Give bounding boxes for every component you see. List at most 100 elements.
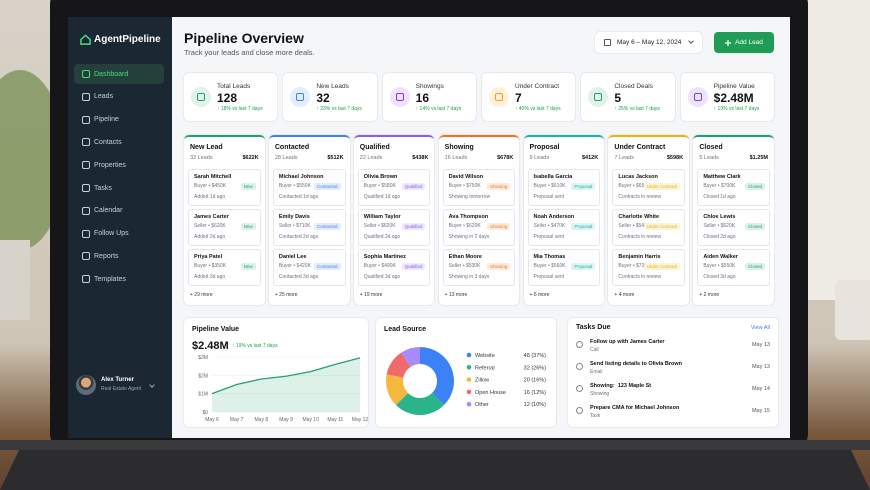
stat-change: ↑ 18% vs last 7 days [217,105,263,112]
lead-card[interactable]: Olivia Brown Buyer • $580K Qualified 1d ag… [357,169,431,206]
nav-icon [82,229,90,238]
more-link[interactable]: + 4 more [614,292,635,298]
date-picker[interactable]: May 6 – May 12, 2024 [595,32,702,53]
lead-name: David Wilson [448,174,484,180]
column-title: New Lead [190,144,223,151]
lead-card[interactable]: Ava Thompson Buyer • $620K Showing in 2 da… [442,209,516,246]
legend-dot [466,365,472,370]
stat-label: Total Leads [217,82,251,90]
column-count: 22 Leads [359,155,383,161]
lead-name: Daniel Lee [278,254,307,260]
page-title: Pipeline Overview [184,30,304,46]
view-all-link[interactable]: View All [750,325,770,331]
column-meta: 5 Leads $1.25M [693,151,774,169]
task-checkbox[interactable] [576,363,583,370]
nav-item[interactable]: Templates [74,269,164,289]
column-meta: 32 Leads $622K [184,151,265,169]
nav-label: Tasks [94,184,112,192]
lead-detail: Buyer • $610K [533,183,566,189]
date-text: May 6 – May 12, 2024 [617,39,682,46]
lead-card[interactable]: Daniel Lee Buyer • $420K Contacted 3d ago C… [272,249,346,286]
more-link[interactable]: + 19 more [359,292,383,298]
stat-label: Under Contract [515,82,560,90]
lead-badge: Under Contract [643,223,681,230]
lead-name: Benjamin Harris [618,254,661,260]
lead-card[interactable]: Chloe Lewis Seller • $620K Closed 2d ago Cl… [697,209,770,246]
lead-name: Priya Patel [194,254,223,260]
task-checkbox[interactable] [576,341,583,348]
x-tick-label: May 6 [205,417,219,423]
lead-card[interactable]: Priya Patel Buyer • $350K Added 3d ago New [188,249,261,286]
lead-card[interactable]: James Carter Seller • $620K Added 2d ago Ne… [188,209,261,246]
stat-text: Showings 16 ↑ 14% vs last 7 days [416,83,462,112]
lead-card[interactable]: Michael Johnson Buyer • $550K Contacted 1d… [272,169,346,206]
lead-card[interactable]: Sophia Martinez Buyer • $490K Qualified 3d… [357,249,431,286]
lead-note: Contracts in review [618,274,661,280]
more-link[interactable]: + 6 more [529,292,550,298]
task-title: Prepare CMA for Michael Johnson [590,405,680,411]
nav-item[interactable]: Reports [74,246,164,266]
lead-name: Noah Anderson [533,214,575,220]
lead-badge: Under Contract [643,263,681,270]
lead-name: Isabella Garcia [533,174,573,180]
lead-badge: Showing [487,263,511,270]
task-checkbox[interactable] [576,407,583,414]
stat-text: Total Leads 128 ↑ 18% vs last 7 days [217,83,263,112]
nav-icon [82,206,90,215]
lead-badge: Proposal [571,223,596,230]
lead-badge: Closed [744,223,765,230]
nav-item[interactable]: Leads [74,87,164,107]
stat-icon [489,87,509,107]
legend-label: Zillow [475,378,489,384]
lead-card[interactable]: Benjamin Harris Buyer • $730K Contracts in… [612,249,686,286]
lead-note: Qualified 3d ago [363,274,401,280]
chart-change: ↑ 19% vs last 7 days [232,343,278,349]
lead-note: Proposal sent [533,234,565,240]
lead-card[interactable]: Isabella Garcia Buyer • $610K Proposal sen… [527,169,601,206]
column-total: $412K [581,155,599,161]
lead-note: Contacted 3d ago [278,274,319,280]
more-link[interactable]: + 25 more [274,292,298,298]
stat-text: New Leads 32 ↑ 23% vs last 7 days [316,83,362,112]
lead-card[interactable]: Lucas Jackson Buyer • $650K Contracts in r… [612,169,686,206]
more-link[interactable]: + 13 more [444,292,468,298]
lead-card[interactable]: David Wilson Buyer • $750K Showing tomorro… [442,169,516,206]
lead-card[interactable]: Matthew Clark Buyer • $700K Closed 1d ago C… [697,169,770,206]
lead-card[interactable]: Aiden Walker Buyer • $550K Closed 3d ago Cl… [697,249,770,286]
icon-glyph [495,93,503,101]
nav-item[interactable]: Follow Ups [74,224,164,244]
more-link[interactable]: + 2 more [699,292,720,298]
nav-icon [82,70,90,78]
plus-icon [725,39,732,46]
lead-card[interactable]: Sarah Mitchell Buyer • $450K Added 1d ago N… [188,169,261,206]
lead-badge: New [240,183,256,190]
nav-item[interactable]: Pipeline [74,110,164,130]
task-checkbox[interactable] [576,385,583,392]
nav-item[interactable]: Calendar [74,201,164,221]
tasks-title: Tasks Due [576,324,611,331]
stat-icon [191,87,211,107]
lead-card[interactable]: William Taylor Seller • $620K Qualified 2d… [357,209,431,246]
more-link[interactable]: + 29 more [190,292,213,298]
task-due: May 15 [751,408,770,414]
nav-item[interactable]: Properties [74,155,164,175]
nav-icon [82,161,90,170]
lead-name: Emily Davis [278,214,310,220]
lead-badge: Showing [487,223,511,230]
lead-name: Ava Thompson [448,214,489,220]
add-lead-button[interactable]: Add Lead [714,32,774,53]
nav-item[interactable]: Dashboard [74,64,164,84]
lead-card[interactable]: Emily Davis Seller • $710K Contacted 2d ag… [272,209,346,246]
lead-card[interactable]: Charlotte White Seller • $540K Contracts i… [612,209,686,246]
nav-item[interactable]: Contacts [74,132,164,152]
lead-card[interactable]: Mia Thomas Buyer • $560K Proposal sent Prop… [527,249,601,286]
lead-badge: Showing [487,183,511,190]
icon-bg [588,87,609,107]
lead-name: Matthew Clark [703,174,741,180]
lead-card[interactable]: Noah Anderson Seller • $470K Proposal sent… [527,209,601,246]
stat-change: ↑ 19% vs last 7 days [713,105,760,112]
lead-detail: Seller • $710K [278,223,311,229]
stat-text: Under Contract 7 ↑ 40% vs last 7 days [515,83,561,112]
nav-item[interactable]: Tasks [74,178,164,198]
lead-card[interactable]: Ethan Moore Seller • $530K Showing in 3 da… [442,249,516,286]
